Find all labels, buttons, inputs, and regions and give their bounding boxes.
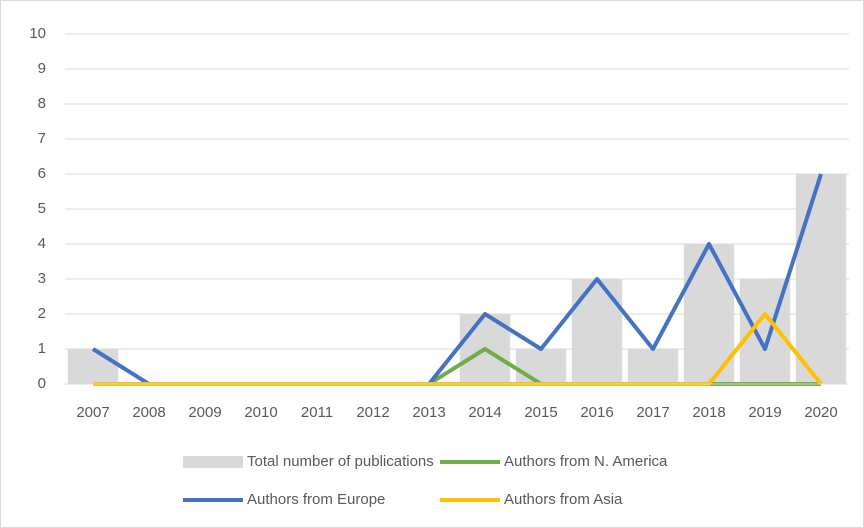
y-tick-label: 0 bbox=[38, 375, 46, 392]
y-tick-label: 7 bbox=[38, 130, 46, 147]
y-tick-label: 10 bbox=[29, 25, 46, 42]
x-tick-label: 2016 bbox=[580, 404, 613, 421]
y-tick-label: 5 bbox=[38, 200, 46, 217]
y-tick-label: 4 bbox=[38, 235, 46, 252]
y-tick-label: 1 bbox=[38, 340, 46, 357]
y-tick-label: 3 bbox=[38, 270, 46, 287]
legend-swatch bbox=[183, 456, 243, 468]
x-tick-label: 2007 bbox=[76, 404, 109, 421]
x-tick-label: 2014 bbox=[468, 404, 501, 421]
bar bbox=[67, 349, 119, 384]
bar bbox=[571, 279, 623, 384]
x-tick-label: 2015 bbox=[524, 404, 557, 421]
bar bbox=[515, 349, 567, 384]
x-tick-label: 2020 bbox=[804, 404, 837, 421]
x-tick-label: 2008 bbox=[132, 404, 165, 421]
bar bbox=[627, 349, 679, 384]
y-tick-label: 2 bbox=[38, 305, 46, 322]
x-tick-label: 2018 bbox=[692, 404, 725, 421]
x-tick-label: 2017 bbox=[636, 404, 669, 421]
legend-label: Authors from Europe bbox=[247, 491, 385, 508]
x-tick-label: 2012 bbox=[356, 404, 389, 421]
x-tick-label: 2010 bbox=[244, 404, 277, 421]
x-tick-label: 2009 bbox=[188, 404, 221, 421]
bar bbox=[795, 174, 847, 384]
x-tick-label: 2019 bbox=[748, 404, 781, 421]
x-tick-label: 2011 bbox=[301, 404, 333, 421]
legend-label: Total number of publications bbox=[247, 453, 434, 470]
y-tick-label: 6 bbox=[38, 165, 46, 182]
x-tick-label: 2013 bbox=[412, 404, 445, 421]
legend-label: Authors from Asia bbox=[504, 491, 623, 508]
y-tick-label: 9 bbox=[38, 60, 46, 77]
legend-label: Authors from N. America bbox=[504, 453, 668, 470]
y-tick-label: 8 bbox=[38, 95, 46, 112]
